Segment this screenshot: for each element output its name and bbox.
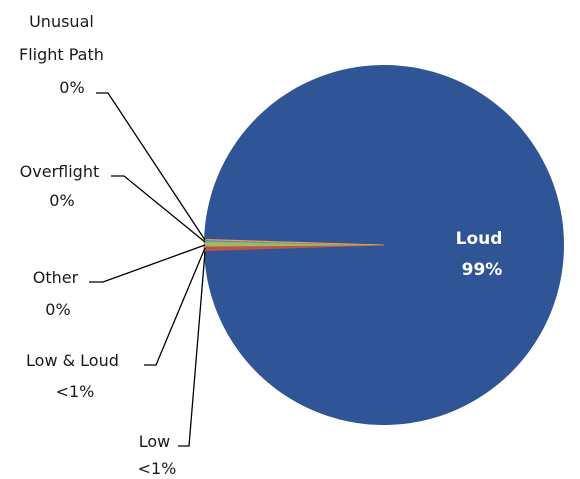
- label-low-and-loud: Low & Loud <1%: [26, 351, 124, 401]
- label-low-value: <1%: [138, 459, 177, 478]
- leader-line-low-and-loud: [144, 247, 206, 366]
- label-other-value: 0%: [45, 300, 70, 319]
- label-other-line-1: Other: [33, 268, 79, 287]
- label-low-and-loud-value: <1%: [56, 382, 95, 401]
- label-unusual-flight-path-value: 0%: [59, 78, 84, 97]
- label-unusual-flight-path-line-2: Flight Path: [19, 45, 104, 64]
- leader-line-overflight: [111, 175, 206, 243]
- label-unusual-flight-path: Unusual Flight Path 0%: [19, 12, 109, 97]
- label-overflight-value: 0%: [49, 191, 74, 210]
- label-overflight-line-1: Overflight: [20, 162, 100, 181]
- label-loud-line-1: Loud: [456, 229, 503, 249]
- pie-slices: [203, 65, 565, 426]
- label-loud: Loud 99%: [456, 229, 509, 280]
- leader-line-unusual-flight-path: [96, 92, 206, 241]
- leader-line-other: [89, 244, 206, 283]
- label-other: Other 0%: [33, 268, 84, 319]
- leader-lines: [89, 92, 206, 447]
- label-low-and-loud-line-1: Low & Loud: [26, 351, 119, 370]
- label-low: Low <1%: [138, 432, 177, 478]
- leader-line-low: [178, 251, 206, 447]
- label-unusual-flight-path-line-1: Unusual: [29, 12, 94, 31]
- pie-slice-loud: [204, 65, 565, 426]
- label-overflight: Overflight 0%: [20, 162, 105, 210]
- label-low-line-1: Low: [139, 432, 171, 451]
- label-loud-value: 99%: [462, 260, 503, 280]
